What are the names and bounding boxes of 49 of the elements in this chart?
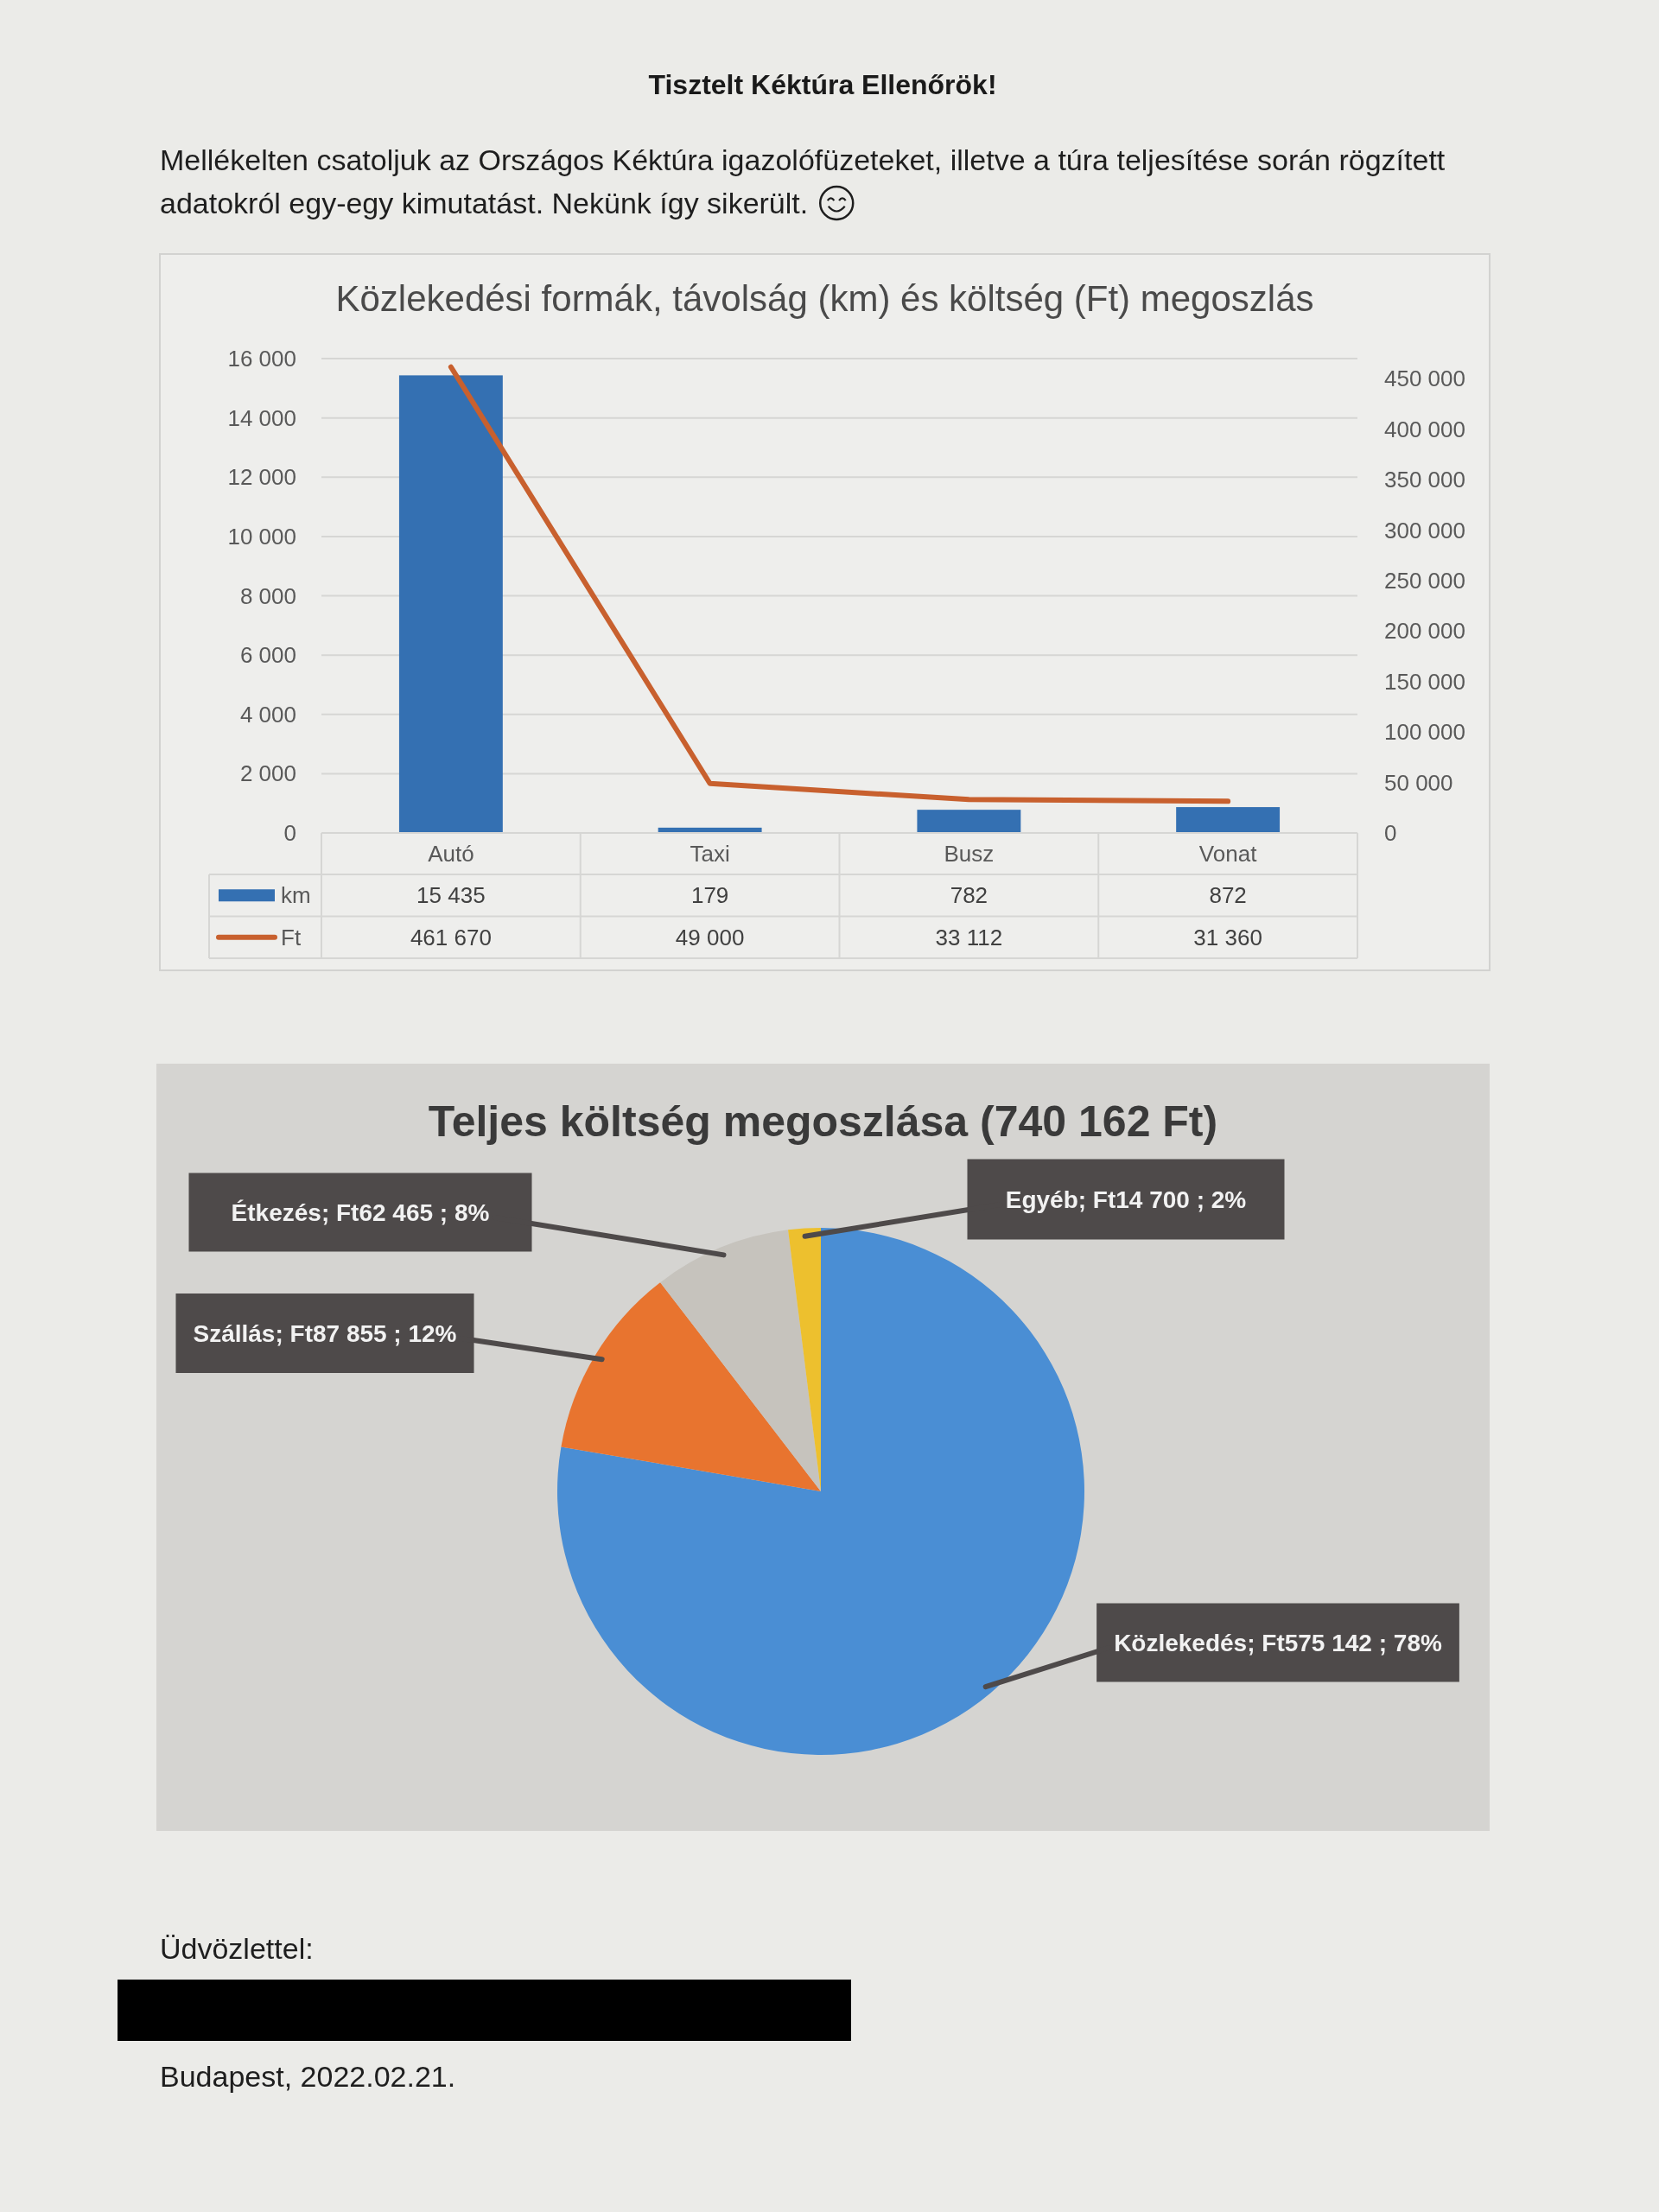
data-label: 33 112 <box>935 924 1003 950</box>
legend-label: km <box>281 882 311 909</box>
y2-tick-label: 200 000 <box>1384 618 1465 645</box>
y-tick-label: 4 000 <box>239 701 296 728</box>
data-label: 872 <box>1209 882 1247 909</box>
y-tick-label: 10 000 <box>227 523 296 550</box>
data-label: 179 <box>690 882 729 909</box>
data-label: 461 670 <box>410 924 492 950</box>
y2-tick-label: 400 000 <box>1384 416 1465 442</box>
y2-tick-label: 250 000 <box>1384 567 1465 594</box>
text: Üdvözlettel: <box>160 1932 314 1965</box>
y2-tick-label: 50 000 <box>1384 769 1453 796</box>
slice-label: Étkezés; Ft62 465 ; 8% <box>231 1198 490 1226</box>
data-label: 15 435 <box>416 882 486 909</box>
y-tick-label: 6 000 <box>239 642 296 669</box>
data-label: 49 000 <box>675 924 745 950</box>
y2-tick-label: 150 000 <box>1384 668 1465 695</box>
y2-tick-label: 450 000 <box>1384 365 1465 392</box>
x-tick-label: Vonat <box>1198 841 1258 867</box>
legend-label: Ft <box>281 924 302 950</box>
y2-tick-label: 350 000 <box>1384 467 1465 493</box>
chart-title: Teljes költség megoszlása (740 162 Ft) <box>428 1097 1218 1146</box>
x-tick-label: Taxi <box>690 841 730 867</box>
text: Tisztelt Kéktúra Ellenőrök! <box>648 69 997 100</box>
chart-title: Közlekedési formák, távolság (km) és költség (Ft) megoszlás <box>335 277 1314 319</box>
y-tick-label: 12 000 <box>227 464 296 491</box>
bar <box>398 375 503 833</box>
slice-label: Egyéb; Ft14 700 ; 2% <box>1005 1185 1247 1213</box>
x-tick-label: Busz <box>944 841 995 867</box>
data-label: 782 <box>950 882 988 909</box>
x-tick-label: Autó <box>428 841 474 867</box>
y2-tick-label: 300 000 <box>1384 517 1465 543</box>
y2-tick-label: 0 <box>1384 820 1397 846</box>
pie-slice <box>660 1230 821 1491</box>
text: Budapest, 2022.02.21. <box>160 2060 456 2093</box>
y-tick-label: 8 000 <box>239 582 296 609</box>
pie-slice <box>557 1228 1084 1755</box>
bar <box>917 810 1021 833</box>
y-tick-label: 0 <box>283 820 296 846</box>
data-label: 31 360 <box>1193 924 1262 950</box>
y2-tick-label: 100 000 <box>1384 719 1465 746</box>
pie-slice <box>561 1282 821 1491</box>
slice-label: Szállás; Ft87 855 ; 12% <box>193 1319 457 1347</box>
slice-label: Közlekedés; Ft575 142 ; 78% <box>1114 1629 1442 1656</box>
y-tick-label: 16 000 <box>227 346 296 372</box>
text: Mellékelten csatoljuk az Országos Kéktúra igazolófüzeteket, illetve a túra teljesítése során rögzített adatokról egy-egy kimutatást. Nekünk így sikerült. <box>160 143 1446 219</box>
y-tick-label: 14 000 <box>227 404 296 431</box>
y-tick-label: 2 000 <box>239 760 296 787</box>
bar <box>1176 807 1281 833</box>
